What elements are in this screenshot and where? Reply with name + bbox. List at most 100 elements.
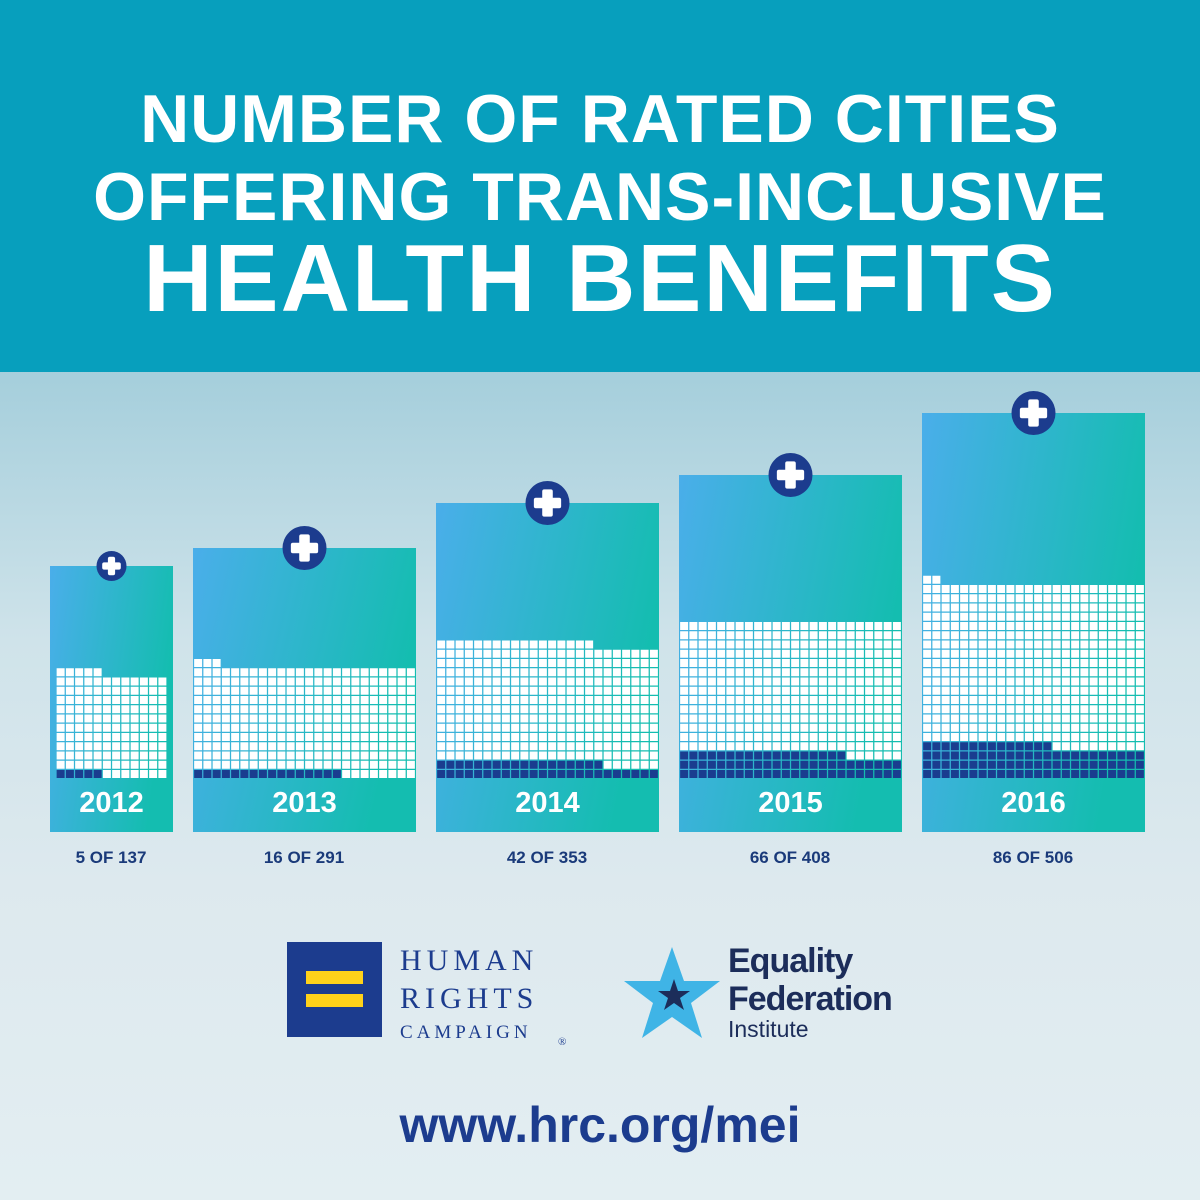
city-square [93, 705, 102, 714]
city-square [1015, 714, 1024, 723]
city-square [511, 677, 520, 686]
city-square [1006, 705, 1015, 714]
city-square [446, 668, 455, 677]
city-square [1024, 668, 1033, 677]
city-square [1108, 705, 1117, 714]
city-square [1135, 705, 1144, 714]
city-square [1043, 585, 1052, 593]
city-square [689, 705, 698, 714]
city-square [631, 677, 640, 686]
city-square [865, 640, 874, 649]
city-square [1108, 696, 1117, 704]
city-square [772, 640, 781, 649]
city-square [726, 733, 735, 741]
city-square-filled [707, 751, 716, 760]
city-square [800, 677, 809, 686]
city-square [837, 696, 846, 704]
city-square [987, 659, 996, 667]
city-square [75, 742, 84, 751]
city-square [295, 677, 304, 686]
city-square [791, 631, 800, 640]
city-square-filled [1024, 770, 1033, 778]
city-square [56, 733, 65, 741]
city-square-filled [501, 760, 510, 769]
city-square [1071, 594, 1080, 603]
city-square [640, 668, 649, 677]
city-square [1071, 696, 1080, 704]
city-square [717, 668, 726, 677]
city-square [960, 631, 969, 640]
city-square [923, 594, 932, 603]
city-square [781, 659, 790, 667]
city-square-filled [1098, 770, 1107, 778]
city-square [960, 733, 969, 741]
city-square-filled [680, 770, 689, 778]
city-square-filled [594, 760, 603, 769]
city-square [892, 631, 901, 640]
city-square [735, 733, 744, 741]
city-square [1126, 686, 1135, 695]
city-square [1061, 585, 1070, 593]
city-square [735, 677, 744, 686]
city-square [978, 612, 987, 621]
city-square [249, 742, 258, 751]
city-square [1006, 677, 1015, 686]
city-square [649, 714, 658, 723]
city-square-filled [585, 770, 594, 778]
city-square [65, 751, 74, 760]
city-square [84, 751, 93, 760]
city-square-filled [837, 751, 846, 760]
city-square [640, 659, 649, 667]
city-square [351, 733, 360, 741]
city-square [892, 649, 901, 658]
city-square [950, 705, 959, 714]
city-square-filled [809, 770, 818, 778]
city-square [194, 733, 203, 741]
city-square [818, 640, 827, 649]
city-square [56, 668, 65, 677]
bar-card-2013: 2013 [193, 526, 416, 832]
city-square [987, 622, 996, 630]
city-square [369, 770, 378, 778]
city-square [689, 686, 698, 695]
city-square [277, 705, 286, 714]
city-square [520, 668, 529, 677]
city-square [883, 640, 892, 649]
city-square [240, 696, 249, 704]
city-square [1126, 612, 1135, 621]
city-square [603, 742, 612, 751]
city-square [1024, 705, 1033, 714]
city-square [84, 733, 93, 741]
city-square [809, 640, 818, 649]
city-square [464, 659, 473, 667]
city-square [75, 714, 84, 723]
city-square [1135, 686, 1144, 695]
city-square [286, 733, 295, 741]
city-square [631, 659, 640, 667]
city-square [112, 714, 121, 723]
city-square [342, 770, 351, 778]
city-square [855, 622, 864, 630]
city-square [158, 677, 167, 686]
city-square [538, 649, 547, 658]
city-square [978, 631, 987, 640]
city-square [744, 705, 753, 714]
city-square [557, 640, 566, 649]
city-square [446, 751, 455, 760]
city-square-filled [941, 751, 950, 760]
city-square [511, 751, 520, 760]
city-square [585, 686, 594, 695]
city-square [305, 677, 314, 686]
city-square-filled [923, 751, 932, 760]
city-square [781, 631, 790, 640]
city-square [1043, 714, 1052, 723]
city-square-filled [464, 760, 473, 769]
city-square [855, 733, 864, 741]
city-square-filled [726, 751, 735, 760]
city-square [680, 686, 689, 695]
city-square [997, 659, 1006, 667]
city-square [566, 742, 575, 751]
city-square-filled [1126, 751, 1135, 760]
city-square [1034, 677, 1043, 686]
city-square [575, 696, 584, 704]
